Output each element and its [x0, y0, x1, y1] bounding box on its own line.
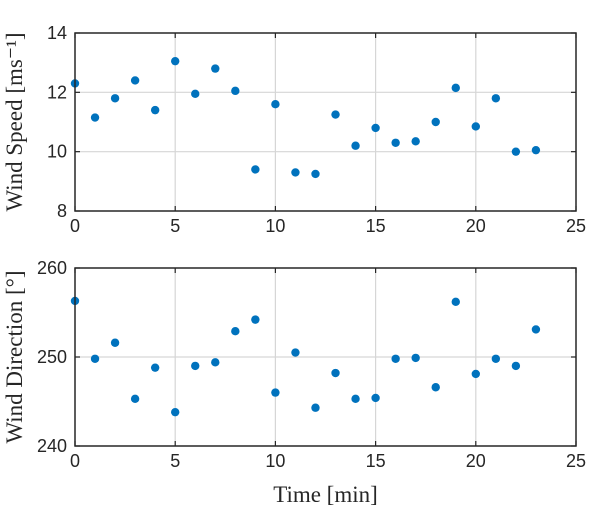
x-tick-label: 10 [265, 451, 285, 471]
axes-box [74, 32, 577, 212]
x-tick-label: 20 [466, 216, 486, 236]
data-point [251, 165, 260, 174]
data-point [371, 393, 380, 403]
data-point [371, 123, 380, 133]
data-point [150, 105, 160, 115]
data-point [150, 363, 160, 372]
data-point [331, 110, 340, 119]
data-point [491, 94, 501, 103]
y-tick-label: 250 [37, 347, 67, 367]
data-point [291, 348, 300, 357]
tick-marks [74, 32, 577, 212]
data-point [531, 145, 541, 155]
data-point [130, 76, 140, 85]
data-point [431, 117, 440, 127]
data-point [130, 394, 140, 404]
data-point [90, 113, 100, 122]
tick-marks [74, 267, 577, 447]
data-point [531, 325, 541, 334]
data-point [271, 388, 280, 397]
data-point [231, 86, 240, 96]
data-point [191, 89, 200, 99]
y-tick-label: 10 [47, 142, 67, 162]
data-point [90, 354, 100, 363]
data-point [411, 137, 420, 146]
data-point [191, 361, 200, 371]
x-tick-labels: 0 5 10 15 20 25 [70, 451, 586, 471]
x-tick-label: 5 [170, 216, 180, 236]
wind-speed-panel: 0 5 10 15 20 25 8 10 12 14 Wind Speed [ms⁻¹] [2, 23, 586, 236]
x-axis-label: Time [min] [273, 482, 378, 507]
x-tick-label: 5 [170, 451, 180, 471]
data-point [431, 383, 440, 392]
data-point [491, 354, 501, 363]
data-point [391, 354, 400, 363]
grid-lines [75, 33, 576, 211]
y-tick-label: 14 [47, 23, 67, 43]
x-tick-labels: 0 5 10 15 20 25 [70, 216, 586, 236]
y-tick-label: 8 [57, 201, 67, 221]
data-point [231, 326, 240, 336]
data-point [171, 56, 180, 66]
y-axis-label: Wind Direction [°] [2, 270, 27, 443]
data-point [171, 407, 180, 417]
data-point [451, 297, 460, 307]
data-point [411, 353, 420, 363]
data-point [451, 83, 460, 93]
data-point [251, 315, 260, 324]
x-tick-label: 15 [366, 216, 386, 236]
data-point [110, 94, 120, 103]
y-tick-labels: 8 10 12 14 [47, 23, 67, 221]
grid-lines [75, 268, 576, 446]
data-point [471, 369, 480, 379]
data-point [110, 338, 120, 347]
data-point [511, 147, 521, 156]
data-point [211, 64, 220, 73]
data-point [311, 169, 320, 179]
y-axis-label: Wind Speed [ms⁻¹] [2, 32, 27, 211]
x-tick-label: 0 [70, 216, 80, 236]
data-point [511, 361, 521, 371]
x-tick-label: 10 [265, 216, 285, 236]
data-point [351, 394, 360, 404]
data-point [291, 168, 300, 177]
x-tick-label: 25 [566, 451, 586, 471]
x-tick-label: 25 [566, 216, 586, 236]
data-point [271, 100, 280, 109]
y-tick-label: 12 [47, 82, 67, 102]
data-point [391, 138, 400, 147]
data-markers [70, 56, 541, 179]
data-markers [70, 296, 541, 417]
y-tick-labels: 240 250 260 [37, 258, 67, 456]
data-point [211, 358, 220, 367]
y-tick-label: 260 [37, 258, 67, 278]
x-tick-label: 15 [366, 451, 386, 471]
y-tick-label: 240 [37, 436, 67, 456]
data-point [331, 368, 340, 378]
x-tick-label: 20 [466, 451, 486, 471]
x-tick-label: 0 [70, 451, 80, 471]
data-point [471, 122, 480, 131]
data-point [351, 141, 360, 150]
data-point [311, 403, 320, 412]
